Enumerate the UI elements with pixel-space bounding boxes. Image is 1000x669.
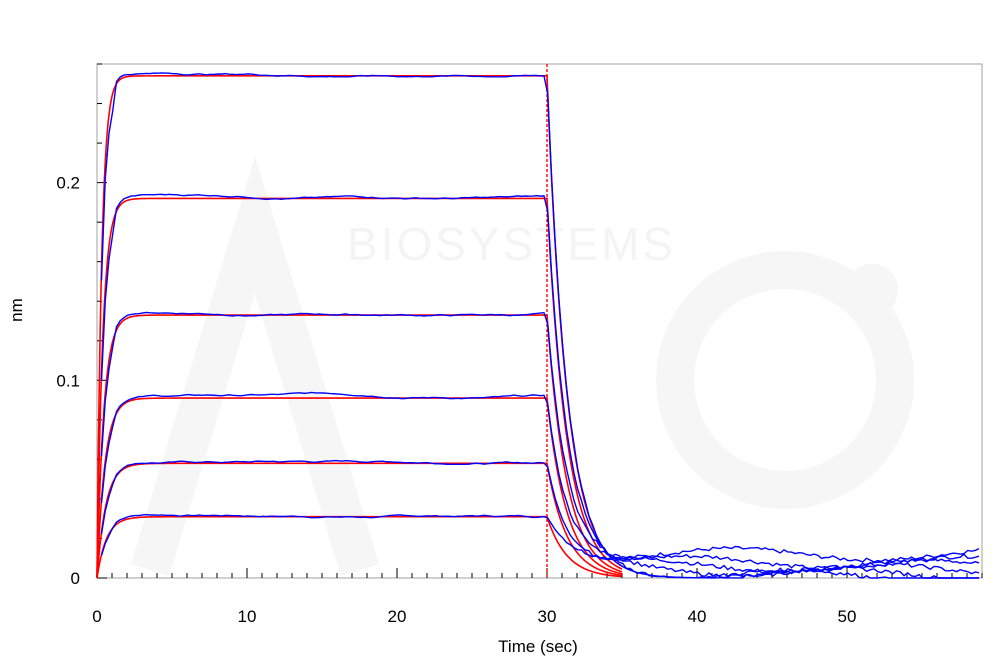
data-series <box>100 72 980 579</box>
x-tick-label: 20 <box>388 607 407 626</box>
x-tick-label: 30 <box>538 607 557 626</box>
y-tick-label: 0 <box>71 569 80 588</box>
data-series-line <box>100 72 980 579</box>
fit-curve <box>96 197 623 579</box>
data-series-line <box>100 193 979 579</box>
x-tick-label: 50 <box>838 607 857 626</box>
y-axis-title: nm <box>7 298 26 322</box>
x-tick-label: 40 <box>688 607 707 626</box>
fit-curve <box>96 397 623 579</box>
watermark-logo: BIOSYSTEMS <box>130 156 914 576</box>
data-series-line <box>100 459 980 571</box>
watermark-text: BIOSYSTEMS <box>347 218 676 270</box>
y-tick-label: 0.2 <box>56 174 80 193</box>
data-series-line <box>100 513 980 563</box>
y-tick-label: 0.1 <box>56 371 80 390</box>
plot-frame <box>96 63 983 579</box>
data-series-line <box>100 311 980 579</box>
x-tick-label: 10 <box>238 607 257 626</box>
x-tick-label: 0 <box>92 607 101 626</box>
tick-marks <box>96 63 983 579</box>
x-axis-title: Time (sec) <box>498 637 578 656</box>
tick-labels: 0 10 20 30 40 50 0 0.1 0.2 <box>56 174 856 626</box>
